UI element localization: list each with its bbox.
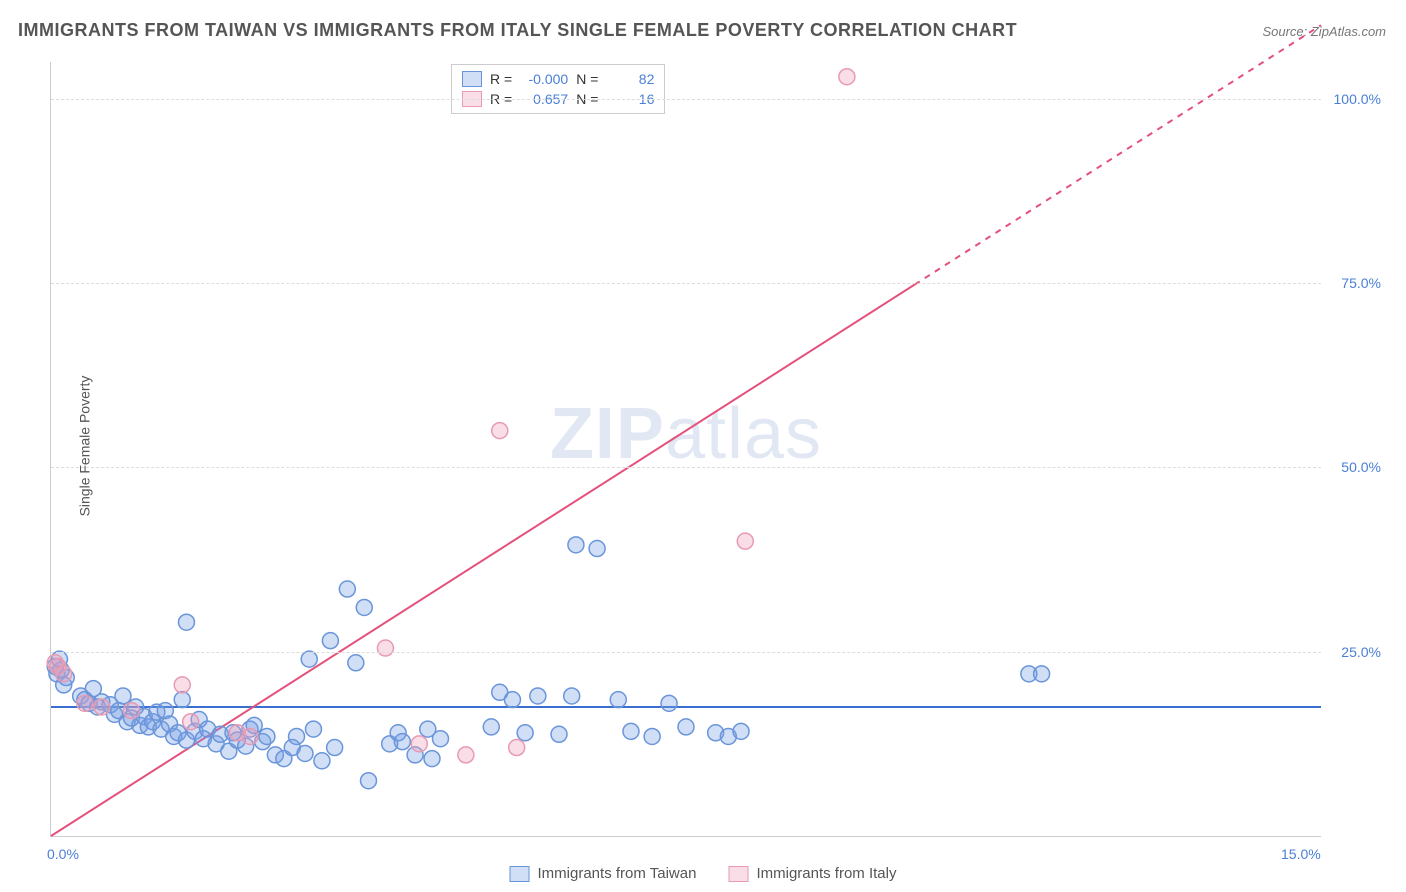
data-point xyxy=(839,69,855,85)
data-point xyxy=(661,695,677,711)
legend-label-italy: Immigrants from Italy xyxy=(756,865,896,882)
data-point xyxy=(568,537,584,553)
data-point xyxy=(644,728,660,744)
data-point xyxy=(339,581,355,597)
data-point xyxy=(394,734,410,750)
data-point xyxy=(301,651,317,667)
legend-item-italy: Immigrants from Italy xyxy=(728,865,896,882)
data-point xyxy=(174,677,190,693)
data-point xyxy=(623,723,639,739)
data-point xyxy=(483,719,499,735)
source-label: Source: ZipAtlas.com xyxy=(1262,24,1386,39)
data-point xyxy=(94,699,110,715)
data-point xyxy=(458,747,474,763)
trend-line xyxy=(51,285,915,836)
x-tick-label: 15.0% xyxy=(1281,846,1321,862)
data-point xyxy=(737,533,753,549)
data-point xyxy=(178,614,194,630)
y-tick-label: 100.0% xyxy=(1334,91,1381,107)
gridline xyxy=(51,283,1321,284)
data-point xyxy=(551,726,567,742)
data-point xyxy=(432,731,448,747)
data-point xyxy=(259,728,275,744)
x-tick-label: 0.0% xyxy=(47,846,79,862)
data-point xyxy=(322,633,338,649)
data-point xyxy=(115,688,131,704)
data-point xyxy=(174,692,190,708)
legend-item-taiwan: Immigrants from Taiwan xyxy=(510,865,697,882)
data-point xyxy=(564,688,580,704)
data-point xyxy=(297,745,313,761)
data-point xyxy=(183,714,199,730)
chart-title: IMMIGRANTS FROM TAIWAN VS IMMIGRANTS FRO… xyxy=(18,20,1017,41)
trend-line-dashed xyxy=(915,25,1321,284)
data-point xyxy=(356,599,372,615)
swatch-italy-bottom xyxy=(728,866,748,882)
swatch-taiwan-bottom xyxy=(510,866,530,882)
legend-series: Immigrants from Taiwan Immigrants from I… xyxy=(510,865,897,882)
y-tick-label: 50.0% xyxy=(1341,459,1381,475)
data-point xyxy=(348,655,364,671)
gridline xyxy=(51,467,1321,468)
data-point xyxy=(56,666,72,682)
data-point xyxy=(530,688,546,704)
y-tick-label: 25.0% xyxy=(1341,644,1381,660)
data-point xyxy=(589,541,605,557)
data-point xyxy=(517,725,533,741)
data-point xyxy=(289,728,305,744)
data-point xyxy=(242,728,258,744)
gridline xyxy=(51,652,1321,653)
data-point xyxy=(424,751,440,767)
y-tick-label: 75.0% xyxy=(1341,275,1381,291)
data-point xyxy=(492,423,508,439)
data-point xyxy=(509,740,525,756)
data-point xyxy=(733,723,749,739)
data-point xyxy=(361,773,377,789)
gridline xyxy=(51,99,1321,100)
plot-svg xyxy=(51,62,1321,836)
legend-label-taiwan: Immigrants from Taiwan xyxy=(538,865,697,882)
plot-area: ZIPatlas R = -0.000 N = 82 R = 0.657 N =… xyxy=(50,62,1321,837)
data-point xyxy=(77,695,93,711)
data-point xyxy=(610,692,626,708)
data-point xyxy=(123,703,139,719)
data-point xyxy=(314,753,330,769)
data-point xyxy=(504,692,520,708)
data-point xyxy=(1034,666,1050,682)
data-point xyxy=(327,740,343,756)
data-point xyxy=(377,640,393,656)
data-point xyxy=(678,719,694,735)
data-point xyxy=(305,721,321,737)
data-point xyxy=(411,736,427,752)
